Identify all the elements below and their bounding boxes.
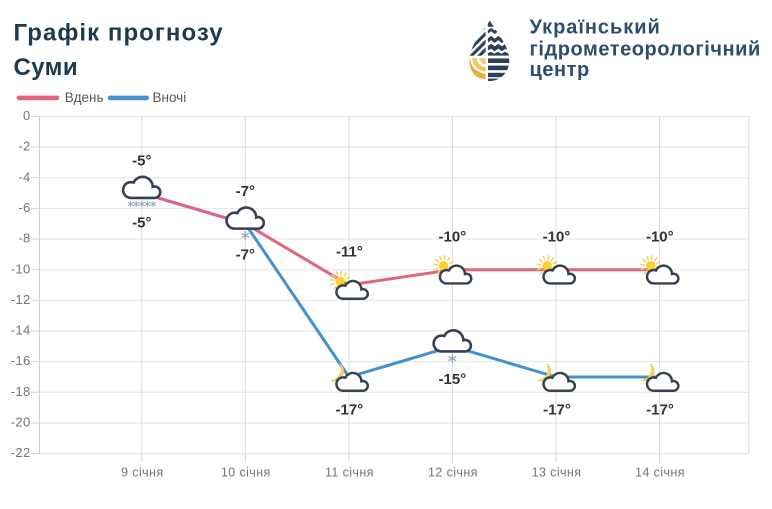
svg-text:11 січня: 11 січня xyxy=(325,465,374,479)
svg-text:центр: центр xyxy=(530,59,590,81)
svg-text:Графік прогнозу: Графік прогнозу xyxy=(14,19,224,46)
svg-text:-16: -16 xyxy=(11,353,31,368)
svg-text:-4: -4 xyxy=(18,169,30,184)
svg-text:-17°: -17° xyxy=(646,401,674,418)
svg-text:14 січня: 14 січня xyxy=(635,465,685,479)
svg-text:-12: -12 xyxy=(11,292,31,307)
svg-text:12 січня: 12 січня xyxy=(428,465,478,479)
svg-text:9 січня: 9 січня xyxy=(121,465,163,479)
svg-text:-20: -20 xyxy=(11,415,31,430)
svg-text:-5°: -5° xyxy=(132,152,151,169)
svg-text:-22: -22 xyxy=(11,445,31,460)
svg-text:13 січня: 13 січня xyxy=(532,465,582,479)
svg-text:-17°: -17° xyxy=(336,402,364,419)
svg-text:Український: Український xyxy=(530,17,661,39)
svg-text:-11°: -11° xyxy=(336,244,363,261)
svg-text:гідрометеорологічний: гідрометеорологічний xyxy=(530,39,761,61)
svg-text:10 січня: 10 січня xyxy=(221,465,271,479)
svg-text:-10: -10 xyxy=(11,261,31,276)
svg-text:-15°: -15° xyxy=(439,371,467,388)
svg-text:-7°: -7° xyxy=(236,246,255,263)
svg-text:-8: -8 xyxy=(18,231,30,246)
svg-text:-14: -14 xyxy=(11,323,31,338)
svg-text:-10°: -10° xyxy=(646,228,674,245)
svg-text:-18: -18 xyxy=(11,384,31,399)
svg-text:-5°: -5° xyxy=(132,215,151,232)
svg-text:Вночі: Вночі xyxy=(153,90,187,105)
svg-text:-10°: -10° xyxy=(439,228,467,245)
svg-text:0: 0 xyxy=(23,108,31,123)
svg-text:-7°: -7° xyxy=(236,183,255,200)
svg-text:-6: -6 xyxy=(18,200,30,215)
svg-text:-17°: -17° xyxy=(543,402,571,419)
svg-text:Вдень: Вдень xyxy=(65,90,104,105)
svg-text:-2: -2 xyxy=(18,139,30,154)
svg-text:Суми: Суми xyxy=(14,54,78,81)
svg-text:-10°: -10° xyxy=(543,228,571,245)
